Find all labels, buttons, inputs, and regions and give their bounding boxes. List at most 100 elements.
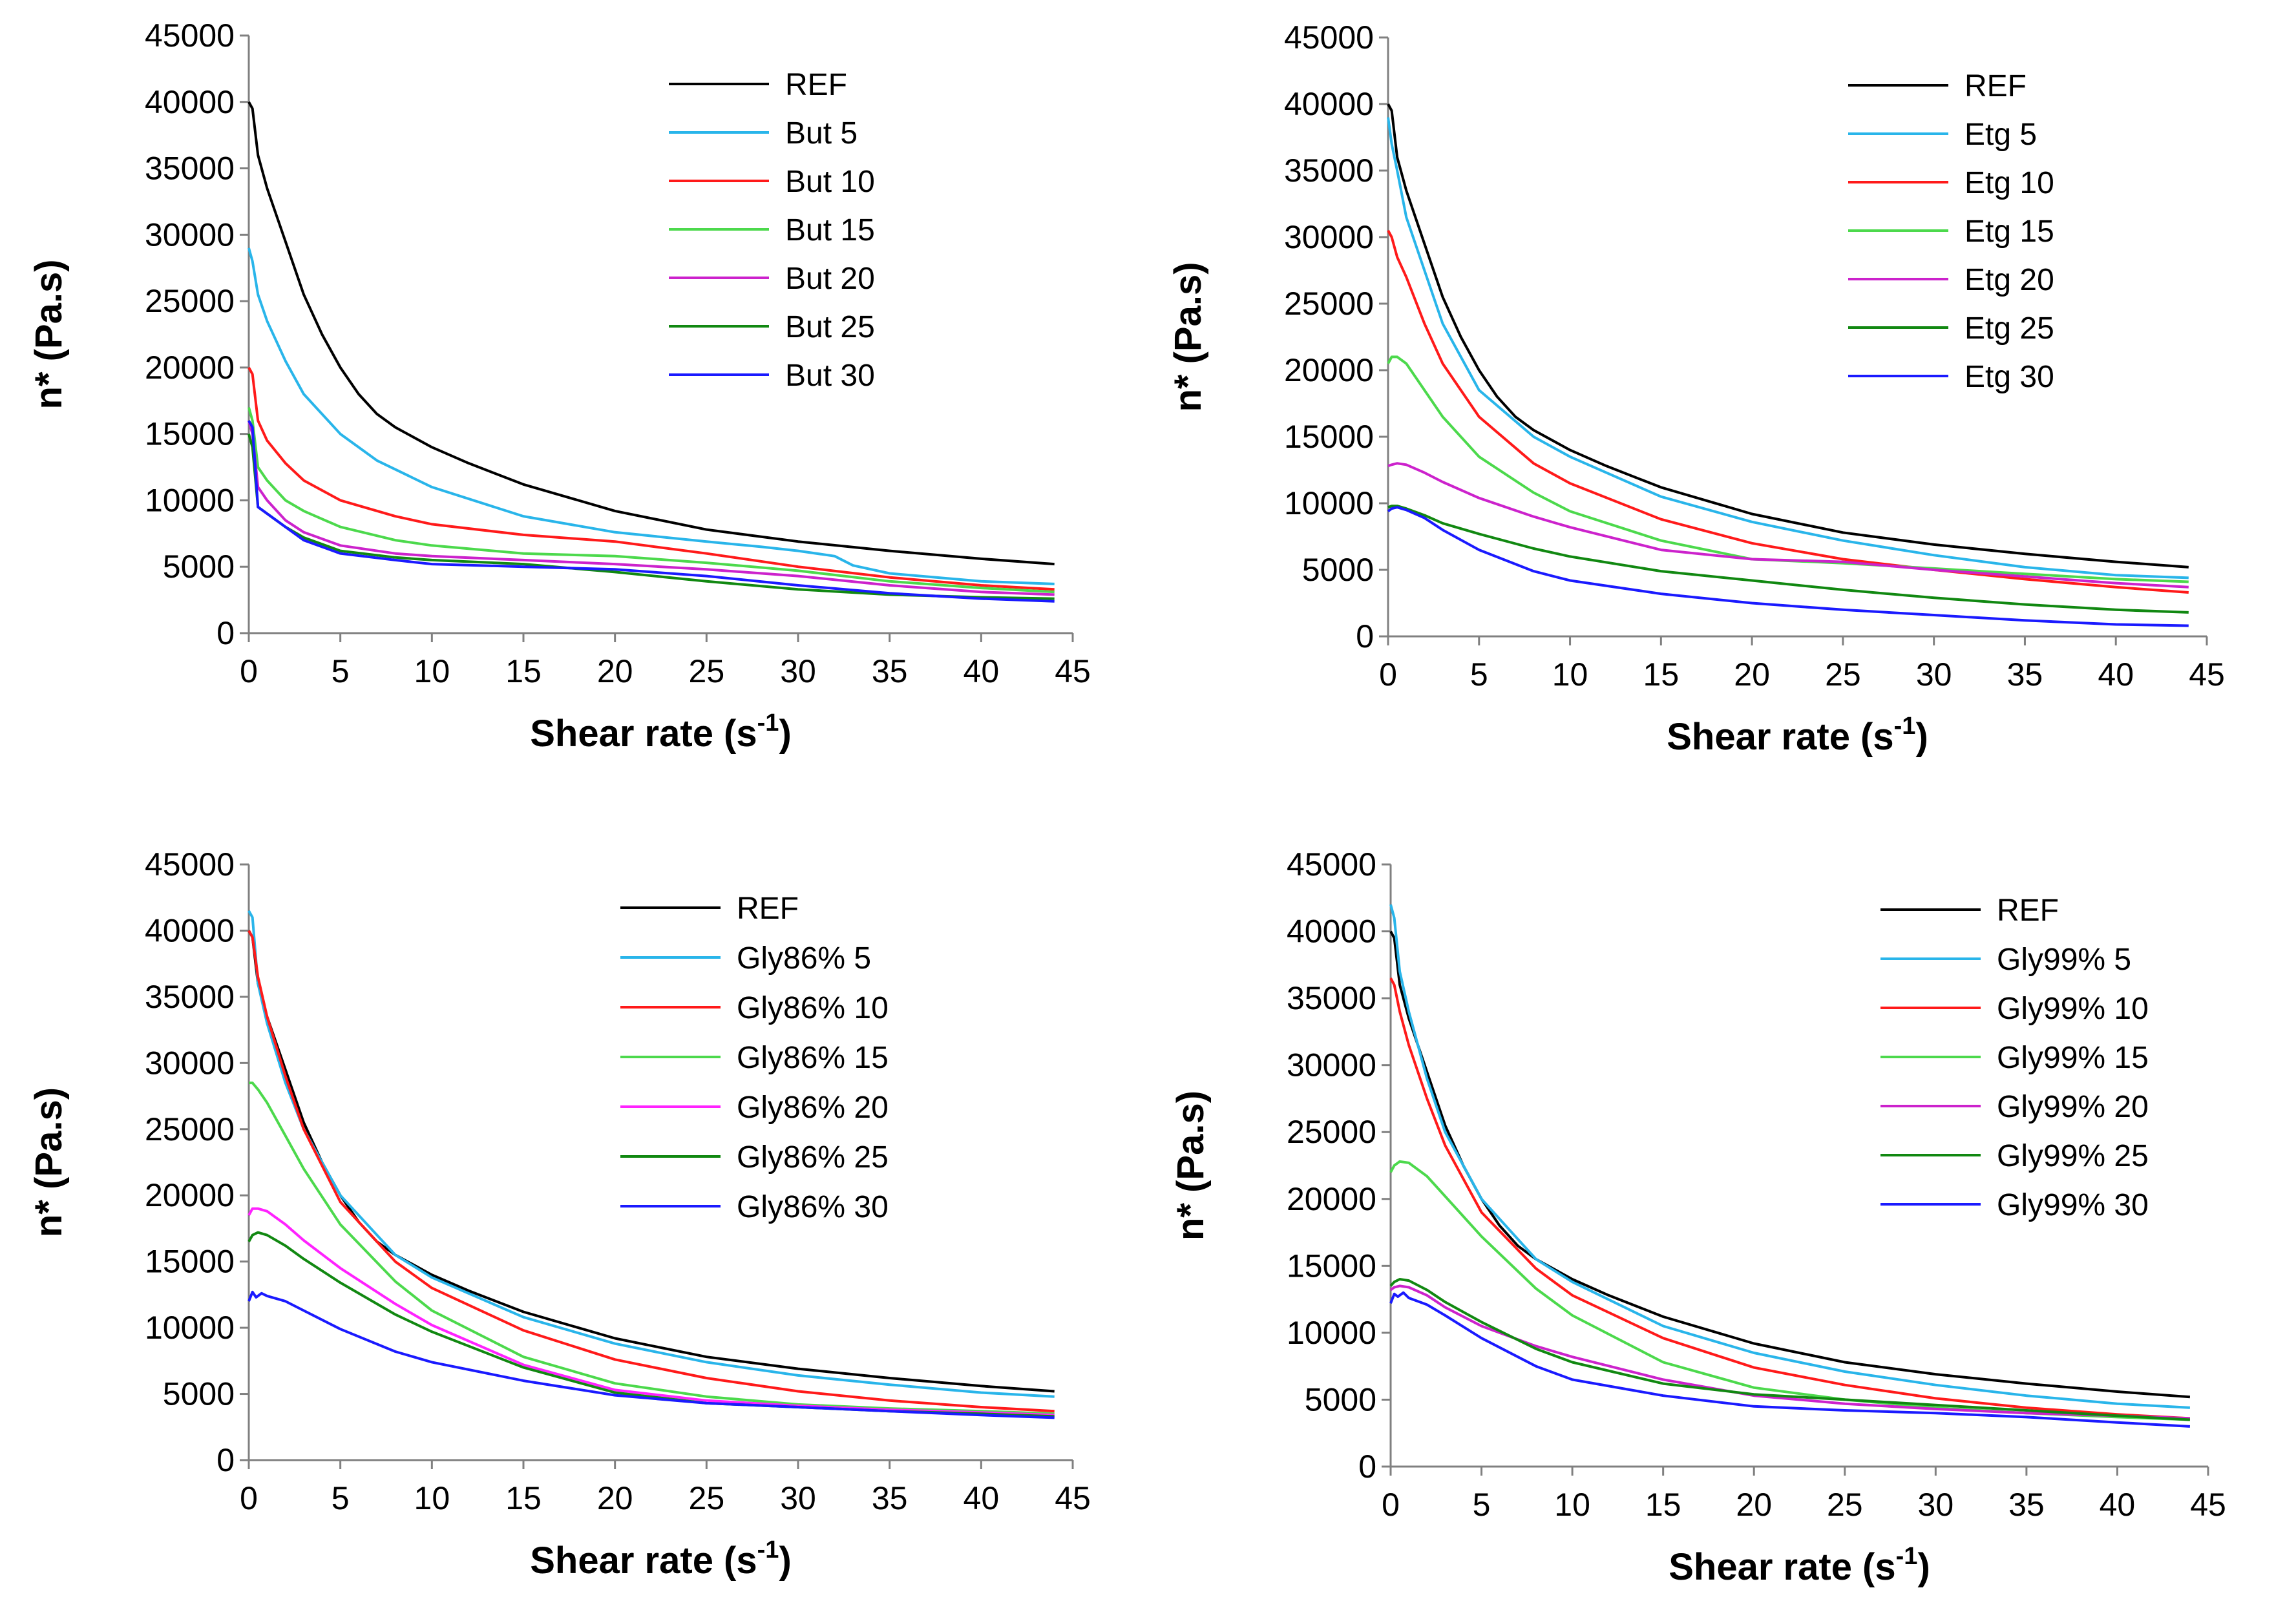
series-line-6	[1389, 1278, 2191, 1421]
x-tick-label: 5	[1470, 656, 1488, 693]
x-tick-label: 30	[780, 653, 816, 689]
series-line-4	[249, 1082, 1055, 1416]
legend-label: But 15	[785, 213, 875, 247]
x-axis-title-main: Shear rate (s	[530, 1540, 757, 1582]
x-tick-label: 35	[872, 1480, 908, 1516]
x-tick-label: 15	[505, 653, 542, 689]
legend-label: REF	[1964, 69, 2027, 103]
x-tick-label: 5	[1473, 1487, 1491, 1523]
y-tick-label: 15000	[1284, 419, 1374, 455]
x-tick-label: 15	[505, 1480, 542, 1516]
y-tick-label: 15000	[145, 1244, 235, 1280]
y-tick-label: 0	[216, 1442, 235, 1478]
y-tick-label: 25000	[1287, 1114, 1376, 1150]
x-axis-title-close: )	[779, 1540, 791, 1582]
y-axis-title: n* (Pa.s)	[1167, 262, 1209, 412]
x-tick-label: 35	[872, 653, 908, 689]
legend-label: Gly86% 10	[737, 991, 889, 1025]
y-tick-label: 35000	[145, 151, 235, 187]
y-axis-title: n* (Pa.s)	[1170, 1091, 1212, 1240]
y-tick-label: 45000	[145, 17, 235, 54]
series-line-7	[1387, 506, 2189, 627]
legend-label: Etg 15	[1964, 214, 2054, 249]
x-tick-label: 25	[1827, 1487, 1863, 1523]
y-tick-label: 25000	[1284, 286, 1374, 322]
series-line-2	[248, 247, 1055, 585]
series-line-2	[1389, 904, 2191, 1409]
y-axis-title: n* (Pa.s)	[28, 259, 70, 409]
legend: REF Gly86% 5 Gly86% 10 Gly86% 15 Gly86% 20 Gl…	[620, 892, 889, 1224]
y-tick-label: 5000	[163, 549, 235, 585]
x-tick-label: 30	[780, 1480, 816, 1516]
x-tick-label: 20	[597, 1480, 633, 1516]
x-tick-label: 25	[689, 1480, 725, 1516]
series-line-6	[1387, 505, 2189, 614]
legend-label: REF	[1997, 894, 2059, 928]
series-line-1	[248, 101, 1055, 566]
x-axis-title-superscript: -1	[1894, 713, 1916, 740]
x-tick-label: 20	[1736, 1487, 1772, 1523]
series-line-1	[1387, 103, 2189, 569]
x-tick-label: 25	[1825, 656, 1861, 693]
y-tick-label: 20000	[1287, 1181, 1376, 1217]
x-tick-label: 0	[240, 653, 258, 689]
legend-label: Gly86% 30	[737, 1190, 889, 1224]
series-line-4	[248, 407, 1055, 594]
x-tick-label: 35	[2008, 1487, 2045, 1523]
y-tick-label: 10000	[1284, 485, 1374, 521]
x-tick-label: 10	[1554, 1487, 1590, 1523]
legend: REF But 5 But 10 But 15 But 20 But 25 But 30	[669, 68, 875, 393]
y-tick-label: 10000	[145, 482, 235, 518]
legend-label: Gly86% 20	[737, 1091, 889, 1125]
x-tick-label: 45	[1055, 653, 1091, 689]
legend-label: Gly99% 10	[1997, 992, 2149, 1026]
x-axis-title: Shear rate (s-1)	[530, 1536, 792, 1582]
legend-label: REF	[785, 68, 847, 102]
legend-label: Gly86% 25	[737, 1140, 889, 1175]
series-line-5	[248, 420, 1055, 596]
x-tick-label: 40	[2098, 656, 2134, 693]
y-tick-label: 45000	[1287, 846, 1376, 883]
x-axis-title-superscript: -1	[757, 1536, 779, 1563]
x-tick-label: 40	[964, 653, 1000, 689]
x-axis-title: Shear rate (s-1)	[1669, 1543, 1930, 1588]
x-tick-label: 45	[2190, 1487, 2226, 1523]
legend: REF Etg 5 Etg 10 Etg 15 Etg 20 Etg 25 Etg 30	[1848, 69, 2054, 394]
y-tick-label: 40000	[1287, 914, 1376, 950]
legend-label: Gly86% 5	[737, 941, 871, 976]
x-axis-title-close: )	[779, 713, 791, 755]
chart-1: 0 5000 10000 15000 20000 25000 30000 35000 40000…	[28, 17, 1091, 755]
legend-label: Etg 5	[1964, 118, 2037, 152]
y-tick-label: 10000	[1287, 1315, 1376, 1351]
x-tick-label: 10	[414, 1480, 450, 1516]
series-line-3	[248, 930, 1055, 1413]
y-tick-label: 40000	[145, 84, 235, 120]
y-tick-label: 40000	[145, 912, 235, 948]
x-axis-title-close: )	[1915, 716, 1928, 758]
y-tick-label: 35000	[145, 979, 235, 1015]
x-tick-label: 20	[1734, 656, 1770, 693]
x-axis-title-main: Shear rate (s	[1667, 716, 1893, 758]
x-axis-title: Shear rate (s-1)	[1667, 713, 1928, 758]
legend-label: Gly99% 5	[1997, 943, 2131, 977]
y-tick-label: 30000	[1284, 219, 1374, 255]
legend: REF Gly99% 5 Gly99% 10 Gly99% 15 Gly99% 20 Gl…	[1880, 894, 2149, 1222]
x-axis-title: Shear rate (s-1)	[530, 709, 792, 755]
y-tick-label: 20000	[1284, 352, 1374, 388]
legend-label: But 10	[785, 165, 875, 199]
legend-label: But 5	[785, 116, 858, 151]
x-axis-title-main: Shear rate (s	[530, 713, 757, 755]
x-tick-label: 10	[414, 653, 450, 689]
legend-label: Etg 20	[1964, 263, 2054, 297]
legend-label: Gly99% 15	[1997, 1041, 2149, 1075]
series-line-3	[248, 366, 1055, 591]
y-tick-label: 5000	[1305, 1381, 1376, 1417]
x-axis-title-superscript: -1	[1896, 1543, 1918, 1570]
x-axis-title-main: Shear rate (s	[1669, 1546, 1895, 1588]
y-tick-label: 35000	[1287, 980, 1376, 1016]
y-tick-label: 0	[1358, 1448, 1376, 1485]
series-line-4	[1387, 355, 2189, 583]
x-tick-label: 0	[240, 1480, 258, 1516]
x-tick-label: 10	[1552, 656, 1588, 693]
